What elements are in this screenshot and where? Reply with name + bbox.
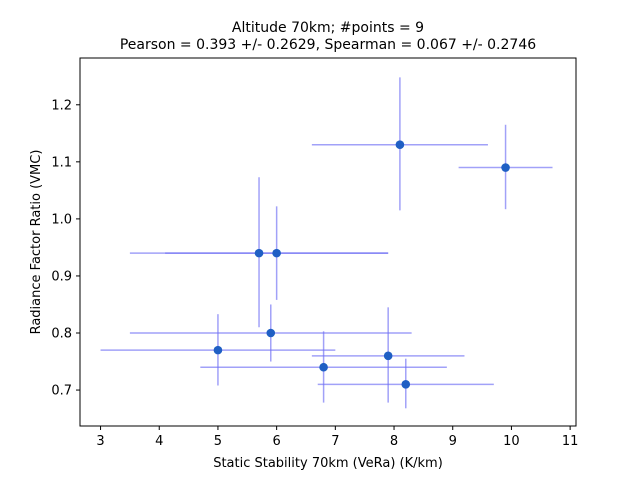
data-point-9 — [401, 380, 411, 389]
x-tick-label-11: 11 — [562, 434, 579, 449]
chart-subtitle: Pearson = 0.393 +/- 0.2629, Spearman = 0… — [120, 37, 536, 53]
data-point-1 — [395, 140, 405, 150]
x-tick-label-6: 6 — [272, 434, 280, 449]
errorbar-layer — [100, 77, 553, 409]
x-tick-label-7: 7 — [331, 434, 339, 449]
y-tick-label-0.7: 0.7 — [51, 384, 72, 399]
x-tick-label-4: 4 — [155, 434, 163, 449]
y-tick-label-0.8: 0.8 — [51, 327, 72, 342]
y-tick-label-1.0: 1.0 — [51, 212, 72, 227]
x-tick-label-10: 10 — [503, 434, 520, 449]
y-axis-label: Radiance Factor Ratio (VMC) — [29, 150, 44, 335]
data-point-5 — [266, 328, 276, 338]
data-point-2 — [501, 163, 510, 172]
x-tick-label-8: 8 — [390, 434, 398, 449]
x-tick-label-5: 5 — [214, 434, 222, 449]
x-tick-label-3: 3 — [96, 434, 104, 449]
chart-title: Altitude 70km; #points = 9 — [232, 20, 424, 36]
data-point-8 — [319, 362, 328, 372]
data-point-6 — [213, 345, 223, 355]
y-tick-label-1.2: 1.2 — [51, 98, 72, 113]
data-point-7 — [383, 351, 393, 361]
plot-frame — [79, 57, 577, 427]
y-axis-ticks: 0.7 0.8 0.9 1.0 1.1 1.2 — [51, 98, 80, 399]
y-tick-label-0.9: 0.9 — [51, 269, 72, 284]
x-axis-label: Static Stability 70km (VeRa) (K/km) — [213, 456, 443, 471]
data-point-4 — [272, 248, 281, 258]
data-point-3 — [254, 248, 264, 258]
x-axis-ticks: 3 4 5 6 7 8 9 10 11 — [96, 426, 578, 449]
y-tick-label-1.1: 1.1 — [51, 155, 72, 170]
x-tick-label-9: 9 — [449, 434, 457, 449]
marker-layer — [213, 140, 510, 389]
